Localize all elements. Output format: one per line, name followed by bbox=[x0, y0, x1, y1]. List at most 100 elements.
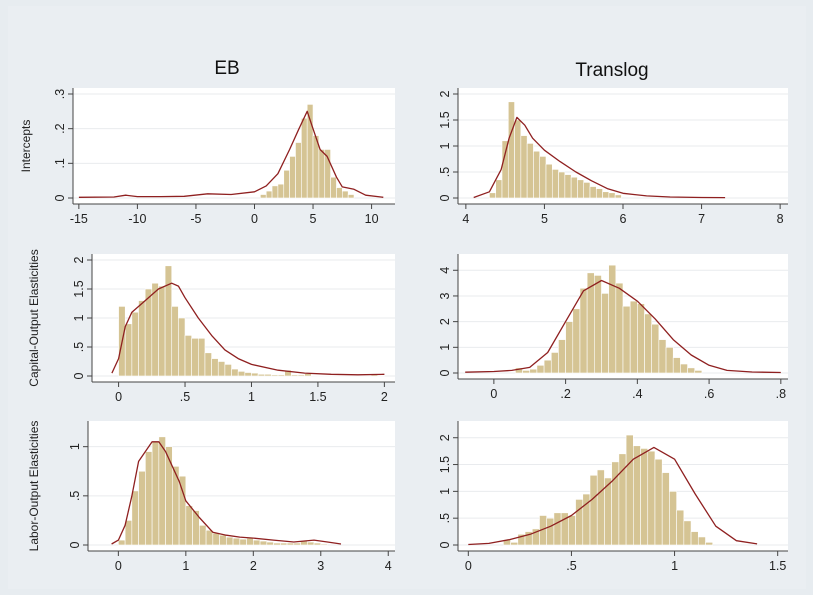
y-tick-label: 1 bbox=[438, 344, 452, 351]
histogram-bar bbox=[118, 539, 126, 546]
histogram-bar bbox=[615, 282, 624, 374]
x-tick-label: 1 bbox=[671, 559, 678, 573]
histogram-bar bbox=[543, 359, 552, 374]
histogram-bar bbox=[191, 337, 199, 377]
x-tick-label: .4 bbox=[632, 387, 642, 401]
histogram-bar bbox=[658, 339, 667, 374]
histogram-bar bbox=[553, 512, 562, 546]
histogram-bar bbox=[318, 149, 326, 199]
panel-EB-capital: 0 .5 1 1.5 2 0 .5 1 1.5 2 Capital-Output Elasticit… bbox=[27, 249, 395, 404]
histogram-bar bbox=[687, 367, 696, 374]
x-tick-label: 8 bbox=[777, 212, 784, 226]
histogram-bar bbox=[601, 293, 609, 374]
x-tick-label: -5 bbox=[190, 212, 201, 226]
x-tick-label: 0 bbox=[490, 387, 497, 401]
histogram-bar bbox=[625, 434, 634, 546]
histogram-bar bbox=[271, 374, 279, 377]
x-tick-label: 1.5 bbox=[769, 559, 786, 573]
histogram-bar bbox=[165, 446, 173, 546]
y-axis-title: Labor-Output Elasticities bbox=[27, 421, 41, 552]
y-tick-label: 1.5 bbox=[438, 456, 452, 473]
histogram-bar bbox=[184, 335, 192, 377]
x-tick-label: 1.5 bbox=[309, 390, 326, 404]
histogram-bar bbox=[283, 169, 290, 199]
histogram-bar bbox=[286, 542, 295, 546]
histogram-bar bbox=[661, 472, 670, 546]
y-tick-label: 1 bbox=[438, 142, 452, 149]
histogram-bar bbox=[522, 370, 531, 374]
y-tick-label: 1.5 bbox=[72, 280, 86, 297]
histogram-bar bbox=[131, 490, 139, 546]
histogram-bar bbox=[151, 441, 160, 546]
panel-EB-labor: 0 .5 1 0 1 2 3 4 Labor-Output Elasticities bbox=[27, 421, 395, 573]
histogram-bar bbox=[550, 352, 559, 374]
histogram-bar bbox=[171, 306, 179, 377]
histogram-bar bbox=[304, 373, 312, 377]
histogram-bar bbox=[158, 285, 166, 377]
histogram-bar bbox=[232, 537, 241, 546]
y-axis-title: Capital-Output Elasticities bbox=[27, 249, 41, 386]
panel-Translog-intercepts: 0 .5 1 1.5 2 4 5 6 7 8 bbox=[438, 88, 788, 226]
histogram-bar bbox=[672, 357, 681, 374]
histogram-bar bbox=[178, 475, 187, 546]
histogram-bar bbox=[310, 375, 319, 377]
column-title-translog: Translog bbox=[575, 60, 648, 81]
histogram-bar bbox=[545, 163, 553, 199]
density-curve bbox=[111, 282, 385, 376]
histogram-bar bbox=[266, 541, 274, 546]
histogram-bar bbox=[495, 179, 503, 199]
histogram-bar bbox=[231, 368, 239, 377]
histogram-bar bbox=[347, 194, 355, 199]
y-tick-label: 1 bbox=[438, 488, 452, 495]
histogram-bar bbox=[595, 188, 603, 199]
panel-Translog-labor: 0 .5 1 1.5 2 0 .5 1 1.5 bbox=[438, 421, 788, 573]
x-tick-label: 0 bbox=[251, 212, 258, 226]
histogram-bar bbox=[212, 532, 220, 546]
histogram-bar bbox=[251, 372, 259, 377]
x-tick-label: -10 bbox=[128, 212, 146, 226]
x-tick-label: .8 bbox=[776, 387, 786, 401]
histogram-bar bbox=[284, 369, 292, 377]
x-tick-label: 2 bbox=[381, 390, 388, 404]
y-tick-label: .5 bbox=[438, 167, 452, 177]
x-tick-label: .2 bbox=[560, 387, 570, 401]
histogram-bar bbox=[654, 458, 663, 546]
histogram-bar bbox=[124, 520, 133, 546]
y-tick-label: 0 bbox=[68, 541, 82, 548]
histogram-bar bbox=[219, 534, 227, 546]
histogram-bar bbox=[622, 305, 631, 374]
histogram-bar bbox=[145, 451, 153, 546]
histogram-bar bbox=[697, 536, 706, 546]
histogram-bar bbox=[199, 525, 207, 546]
histogram-bar bbox=[237, 371, 246, 377]
x-tick-label: 4 bbox=[462, 212, 469, 226]
histogram-bar bbox=[306, 541, 315, 546]
histogram-bar bbox=[158, 436, 166, 546]
y-tick-label: 2 bbox=[438, 318, 452, 325]
histogram-bar bbox=[558, 171, 566, 199]
y-tick-label: 2 bbox=[438, 90, 452, 97]
histogram-bar bbox=[529, 368, 538, 374]
histogram-bar bbox=[536, 364, 545, 374]
density-curve bbox=[465, 279, 781, 374]
histogram-bar bbox=[277, 374, 285, 377]
histogram-bar bbox=[694, 370, 703, 374]
histogram-bar bbox=[520, 135, 528, 199]
y-tick-label: 1.5 bbox=[438, 111, 452, 128]
histogram-bar bbox=[317, 375, 325, 377]
histogram-bar bbox=[257, 373, 266, 377]
figure: EB Translog 0.1.2.3 -15 -10 -5 0 5 10 Intercept… bbox=[8, 6, 806, 589]
histogram-bar bbox=[330, 375, 339, 377]
histogram-bar bbox=[273, 542, 281, 546]
x-tick-label: -15 bbox=[70, 212, 88, 226]
x-tick-label: .5 bbox=[180, 390, 190, 404]
histogram-bar bbox=[583, 182, 591, 199]
histogram-bar bbox=[647, 450, 656, 546]
y-tick-label: 0 bbox=[53, 194, 67, 201]
x-tick-label: 0 bbox=[115, 559, 122, 573]
x-tick-label: 10 bbox=[365, 212, 379, 226]
histogram-bar bbox=[253, 539, 261, 546]
x-tick-label: 0 bbox=[465, 559, 472, 573]
y-tick-label: 0 bbox=[438, 369, 452, 376]
